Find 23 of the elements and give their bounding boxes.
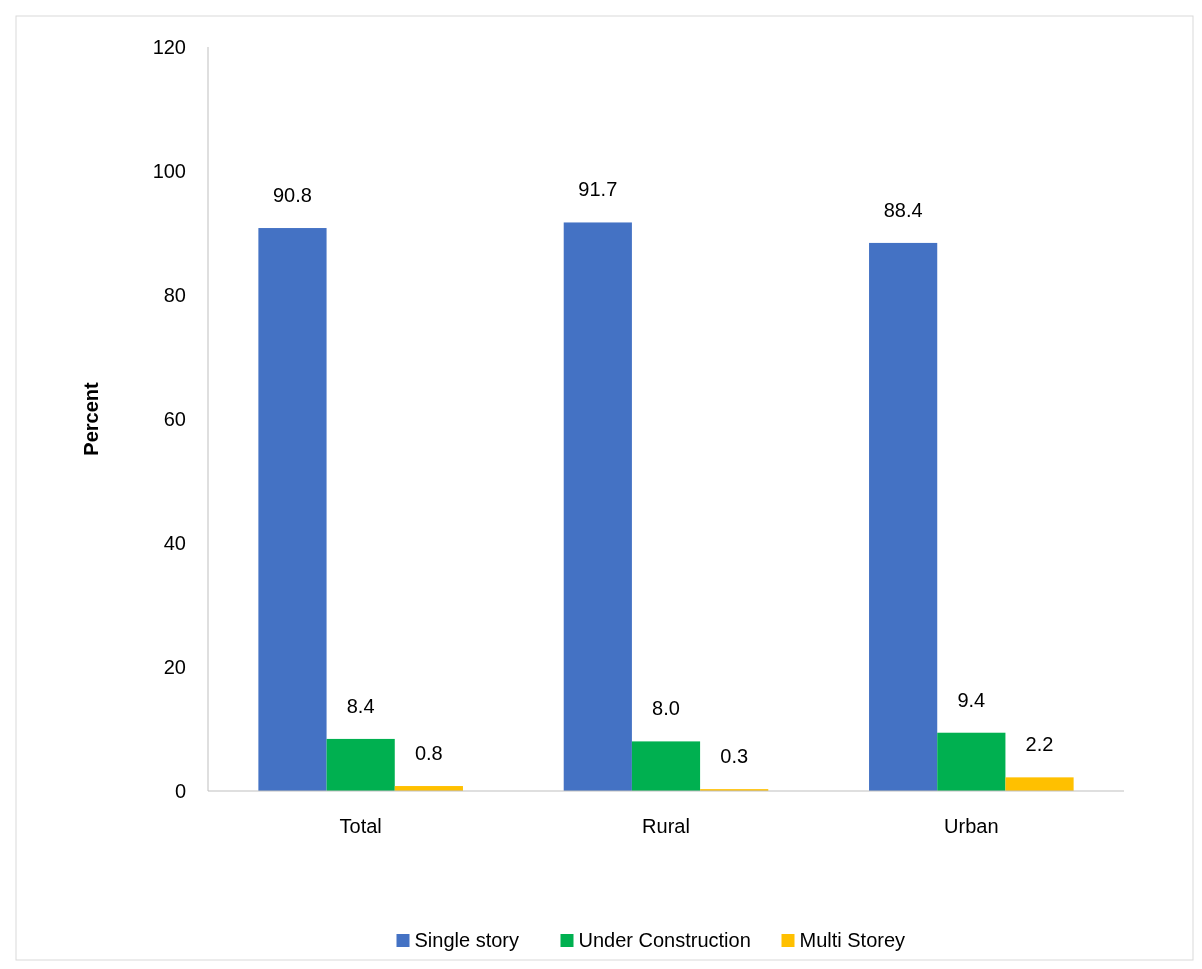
x-tick-label: Rural [642, 815, 690, 837]
text: 9.4 [957, 688, 986, 711]
x-tick-label: Total [339, 815, 382, 837]
text: 0.8 [414, 742, 443, 765]
x-tick-label: Urban [944, 815, 999, 837]
y-tick-label: 20 [163, 656, 186, 678]
text: 90.8 [273, 184, 312, 207]
text: 88.4 [883, 198, 923, 221]
text: 0.3 [720, 745, 749, 768]
y-tick-label: 40 [163, 532, 186, 554]
legend-label: Multi Storey [799, 929, 906, 951]
y-tick-label: 0 [174, 780, 186, 802]
text: 8.4 [346, 694, 375, 717]
y-tick-label: 60 [163, 408, 186, 430]
legend-label: Under Construction [578, 929, 751, 951]
text: 91.7 [578, 178, 618, 201]
legend-label: Single story [414, 929, 519, 951]
y-tick-label: 80 [163, 284, 186, 306]
y-tick-label: 100 [152, 160, 186, 182]
y-axis-title: Percent [80, 381, 102, 456]
text: 8.0 [652, 697, 680, 720]
y-tick-label: 120 [152, 36, 186, 58]
text: 2.2 [1025, 733, 1054, 756]
